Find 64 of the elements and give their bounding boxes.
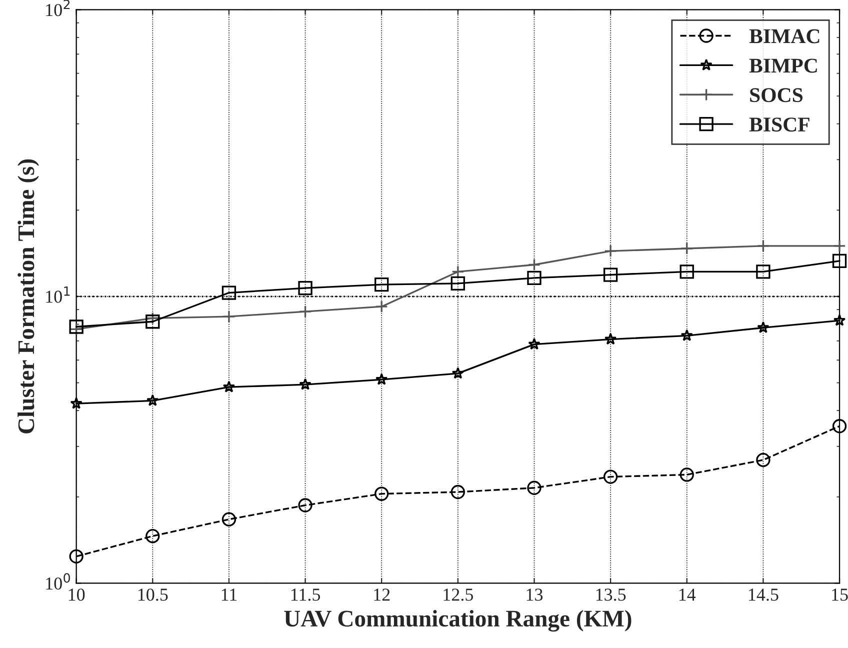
point (374, 278, 389, 292)
x-axis-title: UAV Communication Range (KM) (284, 610, 632, 632)
point (222, 380, 236, 392)
point (69, 549, 84, 564)
point (680, 468, 694, 482)
point (680, 329, 693, 341)
point (222, 512, 236, 526)
x-tick-label: 14 (679, 588, 696, 601)
x-tick-label: 15 (832, 588, 848, 601)
x-tick-label: 12.5 (444, 588, 474, 601)
point (146, 312, 160, 325)
point (680, 264, 694, 279)
x-tick-label: 10.5 (138, 588, 168, 601)
x-tick-label: 13.5 (596, 588, 626, 601)
point (757, 321, 770, 334)
legend-label: BIMPC (749, 58, 817, 73)
point (527, 270, 542, 286)
point (69, 320, 84, 334)
point (450, 276, 466, 291)
point (375, 373, 388, 385)
y-tick-label: 10$^{0}$ (46, 573, 70, 590)
x-tick-label: 13 (526, 588, 543, 601)
point (146, 394, 159, 406)
x-tick-label: 10 (68, 588, 85, 601)
point (527, 480, 542, 495)
point (604, 244, 617, 258)
point (70, 397, 82, 409)
point (528, 258, 541, 272)
x-tick-label: 12 (374, 588, 390, 601)
point (680, 242, 694, 255)
point (832, 254, 847, 268)
point (298, 280, 312, 296)
point (603, 268, 618, 282)
x-tick-label: 14.5 (748, 588, 778, 601)
legend-label: SOCS (750, 88, 803, 102)
point (450, 484, 466, 500)
point (374, 486, 389, 501)
x-tick-label: 11.5 (291, 588, 320, 601)
point (222, 310, 236, 323)
point (603, 470, 618, 484)
point (375, 300, 388, 313)
point (146, 528, 160, 544)
point (833, 314, 846, 326)
point (756, 264, 770, 279)
point (833, 240, 846, 252)
point (832, 419, 847, 434)
point (756, 240, 770, 252)
point (756, 452, 770, 468)
point (146, 314, 160, 329)
point (298, 305, 312, 318)
x-tick-label: 11 (222, 588, 237, 601)
y-tick-label: 10$^{1}$ (46, 286, 70, 303)
point (604, 332, 617, 345)
y-tick-label: 10$^{2}$ (46, 0, 70, 16)
point (299, 378, 312, 390)
point (452, 367, 464, 379)
point (528, 338, 540, 350)
y-axis-title: Cluster Formation Time (s) (18, 159, 39, 434)
point (222, 286, 236, 300)
point (70, 322, 83, 336)
point (298, 498, 312, 512)
legend-label: BISCF (749, 118, 810, 132)
point (452, 265, 464, 278)
legend-label: BIMAC (749, 29, 820, 44)
